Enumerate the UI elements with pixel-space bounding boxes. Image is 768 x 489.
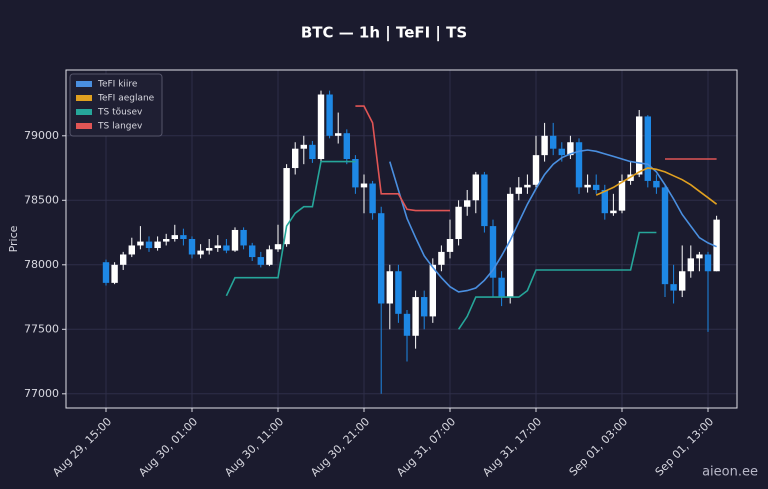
candle-body <box>464 200 471 207</box>
candle-body <box>317 94 325 160</box>
candle-body <box>326 94 333 136</box>
candle-body <box>120 254 127 265</box>
legend-swatch <box>76 109 92 115</box>
candle-body <box>369 183 376 214</box>
candle-body <box>249 245 256 258</box>
candle-body <box>240 229 247 246</box>
candle-body <box>188 239 196 255</box>
y-tick-label: 78000 <box>24 258 59 271</box>
legend-label: TS tõusev <box>97 108 143 118</box>
candle-body <box>704 254 712 272</box>
candle-body <box>455 206 462 239</box>
candle-body <box>636 116 643 175</box>
candle-body <box>610 210 617 214</box>
legend-label: TS langev <box>97 122 143 132</box>
legend-box <box>69 73 163 137</box>
candle-body <box>481 174 488 227</box>
indicator-line <box>595 167 718 205</box>
candle-body <box>378 213 385 304</box>
candle-body <box>593 184 600 190</box>
chart-title: BTC — 1h | TeFI | TS <box>301 24 467 43</box>
candle-body <box>575 142 583 188</box>
candle-body <box>412 297 419 336</box>
candle-body <box>507 193 514 298</box>
candle-body <box>550 135 557 149</box>
candle-body <box>653 180 660 188</box>
candle-body <box>145 241 153 249</box>
candle-body <box>102 262 110 283</box>
indicator-line <box>389 149 717 293</box>
candle-body <box>446 239 454 252</box>
candle-body <box>274 244 282 250</box>
candle-body <box>223 245 230 251</box>
legend-label: TeFI aeglane <box>97 94 155 104</box>
candle-body <box>661 187 669 285</box>
y-axis-label: Price <box>7 225 20 252</box>
candle-body <box>541 135 548 156</box>
candle-body <box>386 271 393 304</box>
candle-body <box>403 313 411 336</box>
candle-body <box>524 184 531 188</box>
candle-body <box>395 271 402 314</box>
candle-body <box>713 219 720 272</box>
candle-body <box>154 241 161 249</box>
legend-label: TeFI kiire <box>97 80 138 90</box>
candle-body <box>335 133 342 136</box>
axes-frame <box>65 69 738 409</box>
candle-body <box>360 183 368 188</box>
indicator-line <box>225 160 657 330</box>
candle-body <box>558 148 565 156</box>
candle-body <box>687 258 694 272</box>
candle-body <box>472 174 479 201</box>
candle-body <box>171 235 178 239</box>
candle-body <box>163 239 170 242</box>
candle-body <box>696 254 703 259</box>
candle-body <box>128 245 135 255</box>
legend-swatch <box>76 95 92 101</box>
candle-body <box>257 257 264 265</box>
candle-body <box>644 116 651 181</box>
candle-body <box>584 184 591 188</box>
y-tick-label: 77000 <box>24 387 59 400</box>
candle-body <box>137 241 144 246</box>
candle-body <box>283 168 290 245</box>
legend-swatch <box>76 123 92 129</box>
candle-body <box>429 264 436 317</box>
candle-body <box>231 229 239 251</box>
candle-body <box>679 271 686 291</box>
candle-body <box>498 277 505 298</box>
candle-body <box>438 251 445 265</box>
candle-body <box>343 133 350 160</box>
candle-body <box>197 250 204 255</box>
watermark: aieon.ee <box>702 465 758 480</box>
candle-body <box>300 144 307 149</box>
candle-body <box>266 249 273 265</box>
indicator-line <box>355 105 717 212</box>
candle-body <box>567 142 574 156</box>
candle-body <box>670 284 677 291</box>
candle-body <box>352 159 359 188</box>
candle-body <box>601 189 608 214</box>
candle-body <box>489 226 497 278</box>
candle-body <box>292 148 299 169</box>
y-tick-label: 78500 <box>24 193 59 206</box>
candle-body <box>309 144 316 160</box>
y-tick-label: 77500 <box>24 322 59 335</box>
y-tick-label: 79000 <box>24 129 59 142</box>
candle-body <box>618 180 626 211</box>
candle-body <box>214 245 221 249</box>
candle-body <box>515 187 522 194</box>
candle-body <box>206 248 213 251</box>
candle-body <box>421 297 428 317</box>
candle-body <box>532 155 540 185</box>
legend-swatch <box>76 81 92 87</box>
candle-body <box>111 264 118 283</box>
candle-body <box>180 235 187 239</box>
